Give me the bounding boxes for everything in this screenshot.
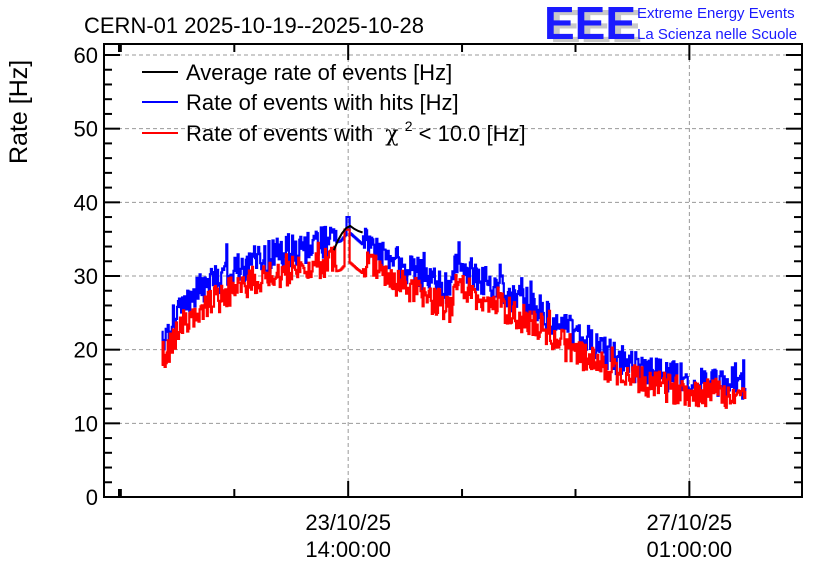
series-line-hits bbox=[161, 216, 747, 400]
y-tick-label: 40 bbox=[74, 190, 98, 215]
plot-area bbox=[161, 216, 747, 409]
legend-label-hits: Rate of events with hits [Hz] bbox=[186, 90, 459, 115]
series-line-chi2 bbox=[161, 228, 747, 409]
x-tick-label-date: 27/10/25 bbox=[647, 510, 733, 535]
y-tick-label: 50 bbox=[74, 117, 98, 142]
x-tick-label-time: 01:00:00 bbox=[647, 537, 733, 562]
y-tick-label: 0 bbox=[86, 485, 98, 510]
legend: Average rate of events [Hz] Rate of even… bbox=[142, 60, 526, 147]
legend-chi-superscript: 2 bbox=[405, 118, 413, 134]
x-tick-label-date: 23/10/25 bbox=[305, 510, 391, 535]
y-tick-label: 30 bbox=[74, 264, 98, 289]
y-tick-label: 20 bbox=[74, 338, 98, 363]
y-tick-label: 10 bbox=[74, 411, 98, 436]
logo-mark: EEE bbox=[544, 0, 636, 49]
chart-title: CERN-01 2025-10-19--2025-10-28 bbox=[84, 13, 424, 38]
legend-chi2-suffix: < 10.0 [Hz] bbox=[419, 121, 526, 146]
y-axis-label: Rate [Hz] bbox=[5, 60, 33, 164]
legend-label-average: Average rate of events [Hz] bbox=[186, 60, 452, 85]
eee-logo: EEE EEE Extreme Energy Events La Scienza… bbox=[544, 0, 797, 52]
x-tick-label-time: 14:00:00 bbox=[305, 537, 391, 562]
legend-chi2-prefix: Rate of events with bbox=[186, 121, 373, 146]
legend-label-chi2: Rate of events with χ 2 < 10.0 [Hz] bbox=[186, 111, 526, 147]
legend-chi-symbol: χ bbox=[385, 122, 398, 147]
plot-frame bbox=[103, 43, 803, 498]
y-tick-label: 60 bbox=[74, 43, 98, 68]
logo-line-1: Extreme Energy Events bbox=[637, 5, 795, 22]
logo-line-2: La Scienza nelle Scuole bbox=[637, 26, 797, 43]
grid-lines bbox=[104, 44, 802, 497]
series-line-average bbox=[332, 224, 363, 251]
